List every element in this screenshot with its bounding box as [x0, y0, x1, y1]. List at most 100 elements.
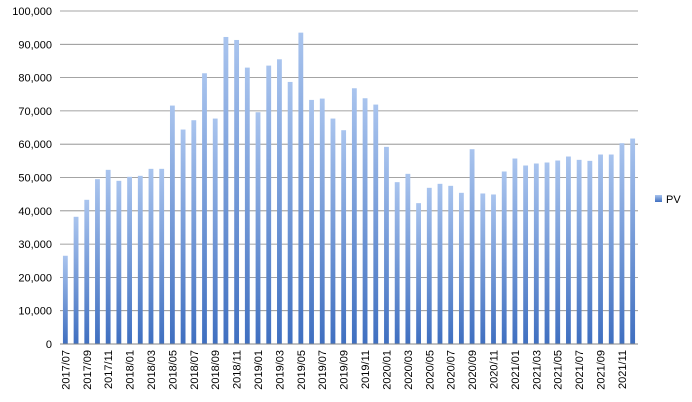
bar-2019-06 — [309, 99, 314, 344]
bar-2019-11 — [362, 98, 368, 344]
bar-2021-02 — [523, 165, 529, 344]
bar-2020-10 — [480, 193, 486, 344]
x-tick-label: 2020/03 — [403, 350, 415, 390]
bar-2019-12 — [373, 104, 379, 344]
bar-2020-11 — [491, 194, 496, 344]
bar-2021-05 — [555, 160, 561, 344]
bar-2020-01 — [384, 146, 389, 344]
x-tick-label: 2020/05 — [424, 350, 436, 390]
bar-2018-07 — [191, 120, 197, 344]
bar-2021-03 — [533, 163, 539, 344]
y-axis-tick-labels: 0 10,000 20,000 30,000 40,000 50,000 60,000 70,… — [12, 6, 52, 351]
bar-2020-12 — [501, 171, 507, 344]
bar-2017-07 — [62, 255, 68, 344]
bar-2020-07 — [448, 185, 454, 344]
legend: PV — [655, 194, 681, 206]
bar-2021-09 — [598, 154, 603, 344]
x-tick-label: 2018/05 — [167, 350, 179, 390]
bar-2018-08 — [202, 73, 207, 345]
x-tick-label: 2019/01 — [253, 350, 265, 390]
bar-2020-08 — [458, 192, 464, 344]
bar-2019-09 — [341, 130, 347, 344]
y-tick-label: 0 — [46, 339, 52, 351]
x-tick-label: 2019/05 — [296, 350, 308, 390]
x-tick-label: 2020/07 — [446, 350, 458, 390]
bar-2021-10 — [608, 154, 614, 344]
x-tick-label: 2021/03 — [531, 350, 543, 390]
bar-2021-12 — [630, 138, 636, 344]
y-tick-label: 90,000 — [18, 39, 52, 51]
bar-2018-12 — [244, 67, 250, 345]
bar-2021-08 — [587, 160, 593, 344]
x-tick-label: 2020/01 — [381, 350, 393, 390]
bar-2019-04 — [287, 81, 293, 345]
bar-2019-01 — [255, 112, 261, 344]
legend-swatch-pv — [655, 195, 662, 202]
bar-2019-08 — [330, 118, 336, 344]
x-tick-label: 2017/11 — [103, 350, 115, 389]
bar-2017-10 — [95, 179, 100, 344]
y-tick-label: 100,000 — [12, 6, 52, 18]
y-tick-label: 40,000 — [18, 206, 52, 218]
bar-2018-06 — [180, 129, 186, 344]
x-tick-label: 2021/05 — [553, 350, 565, 390]
x-tick-label: 2018/09 — [210, 350, 222, 390]
bar-2018-05 — [169, 105, 175, 344]
bar-2019-10 — [351, 88, 357, 344]
bar-2019-02 — [266, 65, 272, 345]
bar-2020-04 — [416, 203, 421, 344]
bar-2017-09 — [84, 199, 90, 344]
bar-2021-11 — [619, 143, 625, 344]
bar-2018-02 — [137, 175, 143, 344]
x-tick-label: 2021/09 — [596, 350, 608, 390]
bar-2018-01 — [127, 176, 132, 344]
legend-label-pv: PV — [666, 194, 681, 206]
bar-2018-10 — [223, 36, 229, 344]
bar-2020-02 — [394, 182, 400, 344]
bar-2020-09 — [469, 149, 475, 344]
bar-2019-05 — [298, 32, 304, 344]
bar-2017-11 — [105, 169, 111, 344]
bar-2017-12 — [116, 180, 122, 344]
x-tick-label: 2020/11 — [489, 350, 501, 389]
y-tick-label: 80,000 — [18, 73, 52, 85]
bar-2021-04 — [544, 162, 550, 344]
y-tick-label: 10,000 — [18, 306, 52, 318]
x-tick-label: 2019/09 — [339, 350, 351, 390]
y-tick-label: 50,000 — [18, 173, 52, 185]
bar-2018-03 — [148, 168, 154, 344]
x-tick-label: 2019/11 — [360, 350, 372, 389]
x-tick-label: 2019/03 — [274, 350, 286, 390]
x-tick-label: 2021/07 — [574, 350, 586, 390]
x-tick-label: 2017/09 — [82, 350, 94, 390]
x-tick-label: 2021/11 — [617, 350, 629, 389]
bar-2020-05 — [426, 187, 432, 344]
y-tick-label: 60,000 — [18, 139, 52, 151]
bar-2018-04 — [159, 168, 165, 344]
bar-2017-08 — [73, 216, 79, 344]
bar-2019-03 — [277, 59, 282, 344]
x-tick-label: 2018/07 — [189, 350, 201, 390]
y-tick-label: 20,000 — [18, 272, 52, 284]
x-axis-tick-labels: 2017/07 2017/09 2017/11 2018/01 2018/03 2018/… — [60, 350, 629, 390]
x-tick-label: 2017/07 — [60, 350, 72, 390]
x-tick-label: 2020/09 — [467, 350, 479, 390]
y-tick-label: 30,000 — [18, 239, 52, 251]
x-tick-label: 2018/03 — [146, 350, 158, 390]
bar-2020-06 — [437, 183, 443, 344]
x-tick-label: 2018/11 — [232, 350, 244, 389]
bar-2020-03 — [405, 173, 411, 344]
x-tick-label: 2018/01 — [125, 350, 137, 390]
gridlines — [60, 10, 638, 345]
bars — [62, 32, 636, 345]
bar-2018-11 — [234, 39, 240, 344]
x-tick-label: 2021/01 — [510, 350, 522, 390]
x-tick-label: 2019/07 — [317, 350, 329, 390]
bar-2021-07 — [576, 159, 582, 344]
bar-2021-06 — [566, 156, 571, 344]
bar-2019-07 — [319, 98, 325, 344]
bar-2018-09 — [212, 118, 218, 344]
y-tick-label: 70,000 — [18, 106, 52, 118]
bar-2021-01 — [512, 158, 518, 344]
